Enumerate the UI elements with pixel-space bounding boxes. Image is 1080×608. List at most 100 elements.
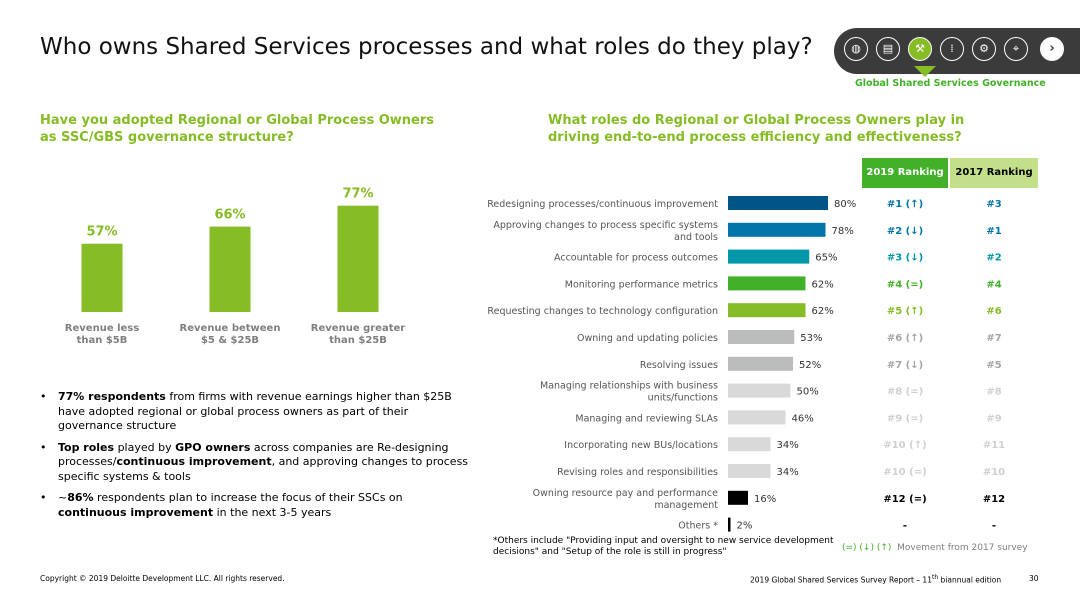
role-bar: [728, 330, 795, 344]
left-question-heading: Have you adopted Regional or Global Proc…: [40, 113, 435, 145]
role-category-label: management: [654, 500, 718, 511]
report-name-main: 2019 Global Shared Services Survey Repor…: [750, 575, 932, 585]
rank-2019-value: #4 (=): [887, 279, 923, 290]
role-value-label: 2%: [737, 521, 753, 532]
telescope-icon[interactable]: ⌖: [1004, 37, 1028, 61]
rank-2019-value: #10 (↑): [883, 440, 926, 451]
right-question-heading: What roles do Regional or Global Process…: [548, 113, 965, 145]
bar-value-label: 66%: [214, 208, 245, 223]
rank-2017-value: #10: [983, 467, 1005, 478]
rank-2017-value: #11: [983, 440, 1005, 451]
active-section-marker: [914, 66, 936, 77]
report-name-tail: biannual edition: [938, 575, 1002, 585]
category-label: than $5B: [77, 335, 128, 346]
category-label: $5 & $25B: [201, 335, 259, 346]
rank-2019-value: -: [903, 521, 907, 532]
role-bar: [728, 356, 793, 371]
rank-2019-value: #6 (↑): [887, 333, 923, 344]
role-category-label: Managing and reviewing SLAs: [575, 413, 718, 424]
rank-2017-value: #8: [986, 387, 1001, 398]
adoption-bar: [337, 205, 379, 312]
gpo-roles-chart: 80% Redesigning processes/continuous impr…: [487, 196, 1005, 532]
legend-symbols: (=) (↓) (↑): [842, 543, 892, 553]
role-category-label: and tools: [674, 232, 718, 243]
role-category-label: Requesting changes to technology configu…: [487, 306, 718, 317]
role-bar: [728, 222, 826, 237]
role-value-label: 16%: [754, 494, 776, 505]
role-bar: [728, 437, 771, 452]
role-value-label: 34%: [777, 440, 799, 451]
section-nav: ◍ ▤ ⚒ ⁞ ⚙ ⌖ ›: [834, 28, 1080, 74]
rank-2017-value: #5: [986, 360, 1001, 371]
role-category-label: Others *: [678, 521, 718, 532]
rank-2019-value: #12 (=): [883, 494, 926, 505]
next-arrow-icon[interactable]: ›: [1040, 37, 1064, 61]
finding-bullet: 77% respondents from firms with revenue …: [40, 390, 470, 434]
role-category-label: Revising roles and responsibilities: [557, 467, 718, 478]
role-category-label: Owning resource pay and performance: [533, 488, 718, 499]
rank-2017-value: #3: [986, 199, 1001, 210]
rank-2019-value: #9 (=): [887, 413, 923, 424]
rank-2017-value: #2: [986, 253, 1001, 264]
gavel-icon[interactable]: ⚒: [908, 37, 932, 61]
adoption-bar: [81, 243, 123, 312]
report-name-sup: th: [931, 574, 939, 581]
ranking-2017-header: 2017 Ranking: [950, 158, 1038, 188]
legend-text: Movement from 2017 survey: [897, 543, 1028, 553]
globe-icon[interactable]: ◍: [844, 37, 868, 61]
role-category-label: Managing relationships with business: [540, 381, 718, 392]
rank-2019-value: #3 (↓): [887, 253, 923, 264]
rank-2017-value: #7: [986, 333, 1001, 344]
role-category-label: Redesigning processes/continuous improve…: [487, 199, 718, 210]
ranking-legend: (=) (↓) (↑) Movement from 2017 survey: [842, 543, 1028, 553]
role-bar: [728, 249, 810, 264]
role-bar: [728, 464, 771, 478]
role-value-label: 62%: [812, 306, 834, 317]
rank-2019-value: #5 (↑): [887, 306, 923, 317]
role-category-label: Monitoring performance metrics: [565, 279, 718, 290]
wrench-icon[interactable]: ⚙: [972, 37, 996, 61]
rank-2017-value: -: [992, 521, 996, 532]
bar-value-label: 77%: [342, 187, 373, 202]
category-label: than $25B: [329, 335, 387, 346]
role-bar: [728, 303, 806, 318]
role-category-label: Resolving issues: [640, 360, 718, 371]
role-value-label: 53%: [800, 333, 822, 344]
role-value-label: 65%: [815, 253, 837, 264]
role-category-label: Incorporating new BUs/locations: [564, 440, 718, 451]
role-bar: [728, 490, 748, 505]
report-name: 2019 Global Shared Services Survey Repor…: [750, 574, 1001, 585]
role-value-label: 52%: [799, 360, 821, 371]
role-value-label: 78%: [832, 226, 854, 237]
bar-value-label: 57%: [86, 225, 117, 240]
role-value-label: 50%: [797, 387, 819, 398]
category-label: Revenue greater: [311, 323, 405, 334]
role-bar: [728, 276, 806, 291]
key-findings-list: 77% respondents from firms with revenue …: [40, 390, 470, 527]
ranking-2019-header: 2019 Ranking: [862, 158, 948, 188]
page-title: Who owns Shared Services processes and w…: [40, 34, 813, 60]
category-label: Revenue less: [65, 323, 139, 334]
rank-2019-value: #2 (↓): [887, 226, 923, 237]
finding-bullet: ~86% respondents plan to increase the fo…: [40, 491, 470, 520]
rank-2017-value: #4: [986, 279, 1001, 290]
footprints-icon[interactable]: ⁞: [940, 37, 964, 61]
role-bar: [728, 517, 731, 532]
rank-2017-value: #9: [986, 413, 1001, 424]
rank-2017-value: #12: [983, 494, 1005, 505]
copyright: Copyright © 2019 Deloitte Development LL…: [40, 574, 285, 583]
role-bar: [728, 410, 786, 425]
rank-2017-value: #1: [986, 226, 1001, 237]
finding-bullet: Top roles played by GPO owners across co…: [40, 441, 470, 485]
rank-2019-value: #8 (=): [887, 387, 923, 398]
document-icon[interactable]: ▤: [876, 37, 900, 61]
role-value-label: 80%: [834, 199, 856, 210]
category-label: Revenue between: [180, 323, 281, 334]
role-category-label: Approving changes to process specific sy…: [493, 220, 718, 231]
role-bar: [728, 383, 791, 398]
adoption-bar: [209, 226, 251, 312]
rank-2017-value: #6: [986, 306, 1001, 317]
page-number: 30: [1029, 574, 1039, 583]
role-category-label: Accountable for process outcomes: [554, 253, 718, 264]
